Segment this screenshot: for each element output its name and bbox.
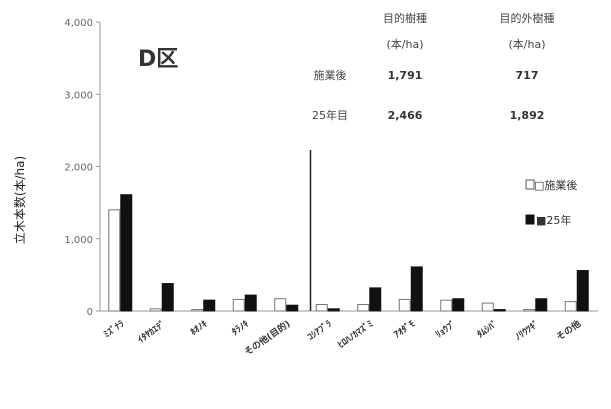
bar-year-25	[535, 298, 548, 312]
bar-after-treatment	[523, 309, 536, 312]
table-col-header-2-line-2: (本/ha)	[508, 37, 545, 51]
x-tick-label: ﾎｵﾉｷ	[188, 318, 209, 338]
x-tick-label: その他	[554, 318, 583, 343]
bar-after-treatment	[274, 298, 287, 312]
y-axis-label: 立木本数(本/ha)	[12, 156, 27, 244]
table-cell-1-2: 717	[516, 69, 539, 82]
y-tick-label: 4,000	[64, 18, 93, 29]
bar-year-25	[327, 308, 340, 312]
y-tick-label: 3,000	[64, 90, 93, 101]
bar-year-25	[410, 266, 423, 312]
table-cell-1-1: 1,791	[388, 69, 423, 82]
legend: □施業後 ■25年	[525, 178, 577, 227]
bar-after-treatment	[315, 303, 328, 312]
bar-after-treatment	[564, 301, 577, 312]
bars	[108, 194, 589, 312]
bar-year-25	[493, 309, 506, 312]
y-tick-label: 2,000	[64, 163, 93, 174]
table-col-header-2-line-1: 目的外樹種	[500, 11, 555, 25]
bar-after-treatment	[191, 309, 204, 312]
x-tick-label: ｱｵﾀﾞﾓ	[392, 317, 418, 340]
bar-after-treatment	[481, 302, 494, 312]
bar-after-treatment	[398, 298, 411, 312]
bar-year-25	[161, 283, 174, 312]
axes: 0 1,000 2,000 3,000 4,000	[64, 18, 598, 318]
bar-year-25	[286, 304, 299, 312]
x-tick-label: ﾘｮｳﾌﾞ	[433, 318, 458, 341]
bar-after-treatment	[440, 299, 453, 312]
bar-year-25	[369, 287, 382, 312]
x-tick-label: ﾀﾑｼﾊﾞ	[475, 318, 500, 341]
bar-after-treatment	[108, 209, 121, 312]
legend-swatch-after-treatment	[525, 179, 535, 190]
legend-item-1: □施業後	[534, 178, 577, 192]
bar-year-25	[203, 299, 216, 312]
bar-year-25	[576, 270, 589, 312]
bar-year-25	[452, 298, 465, 312]
legend-item-2: ■25年	[536, 213, 571, 227]
x-tick-label: ｲﾀﾔｶｴﾃﾞ	[135, 318, 168, 346]
x-tick-label: ｺｼｱﾌﾞﾗ	[305, 317, 334, 343]
x-tick-label: その他(目的)	[242, 318, 292, 358]
table-cell-2-2: 1,892	[510, 109, 545, 122]
table-cell-2-1: 2,466	[388, 109, 423, 122]
chart-title: D区	[138, 47, 178, 72]
x-tick-label: ﾉﾘｳﾂｷﾞ	[512, 318, 541, 343]
bar-year-25	[120, 194, 133, 312]
y-tick-label: 0	[87, 307, 93, 318]
bar-after-treatment	[357, 303, 370, 312]
summary-table: 目的樹種 (本/ha) 目的外樹種 (本/ha) 施業後 1,791 717 2…	[312, 11, 555, 122]
table-col-header-1-line-2: (本/ha)	[386, 37, 423, 51]
bar-year-25	[244, 294, 257, 312]
table-row-label-1: 施業後	[314, 68, 347, 82]
x-tick-label: ﾋﾛﾊﾉｶﾏｽﾞﾐ	[335, 318, 375, 351]
table-col-header-1-line-1: 目的樹種	[383, 11, 427, 25]
bar-after-treatment	[149, 308, 162, 312]
x-tick-label: ﾐｽﾞﾅﾗ	[101, 317, 127, 340]
legend-swatch-year-25	[525, 214, 535, 225]
y-tick-label: 1,000	[64, 235, 93, 246]
bar-after-treatment	[232, 298, 245, 312]
x-tick-label: ﾀﾗﾉｷ	[229, 317, 251, 337]
table-row-label-2: 25年目	[312, 108, 348, 122]
